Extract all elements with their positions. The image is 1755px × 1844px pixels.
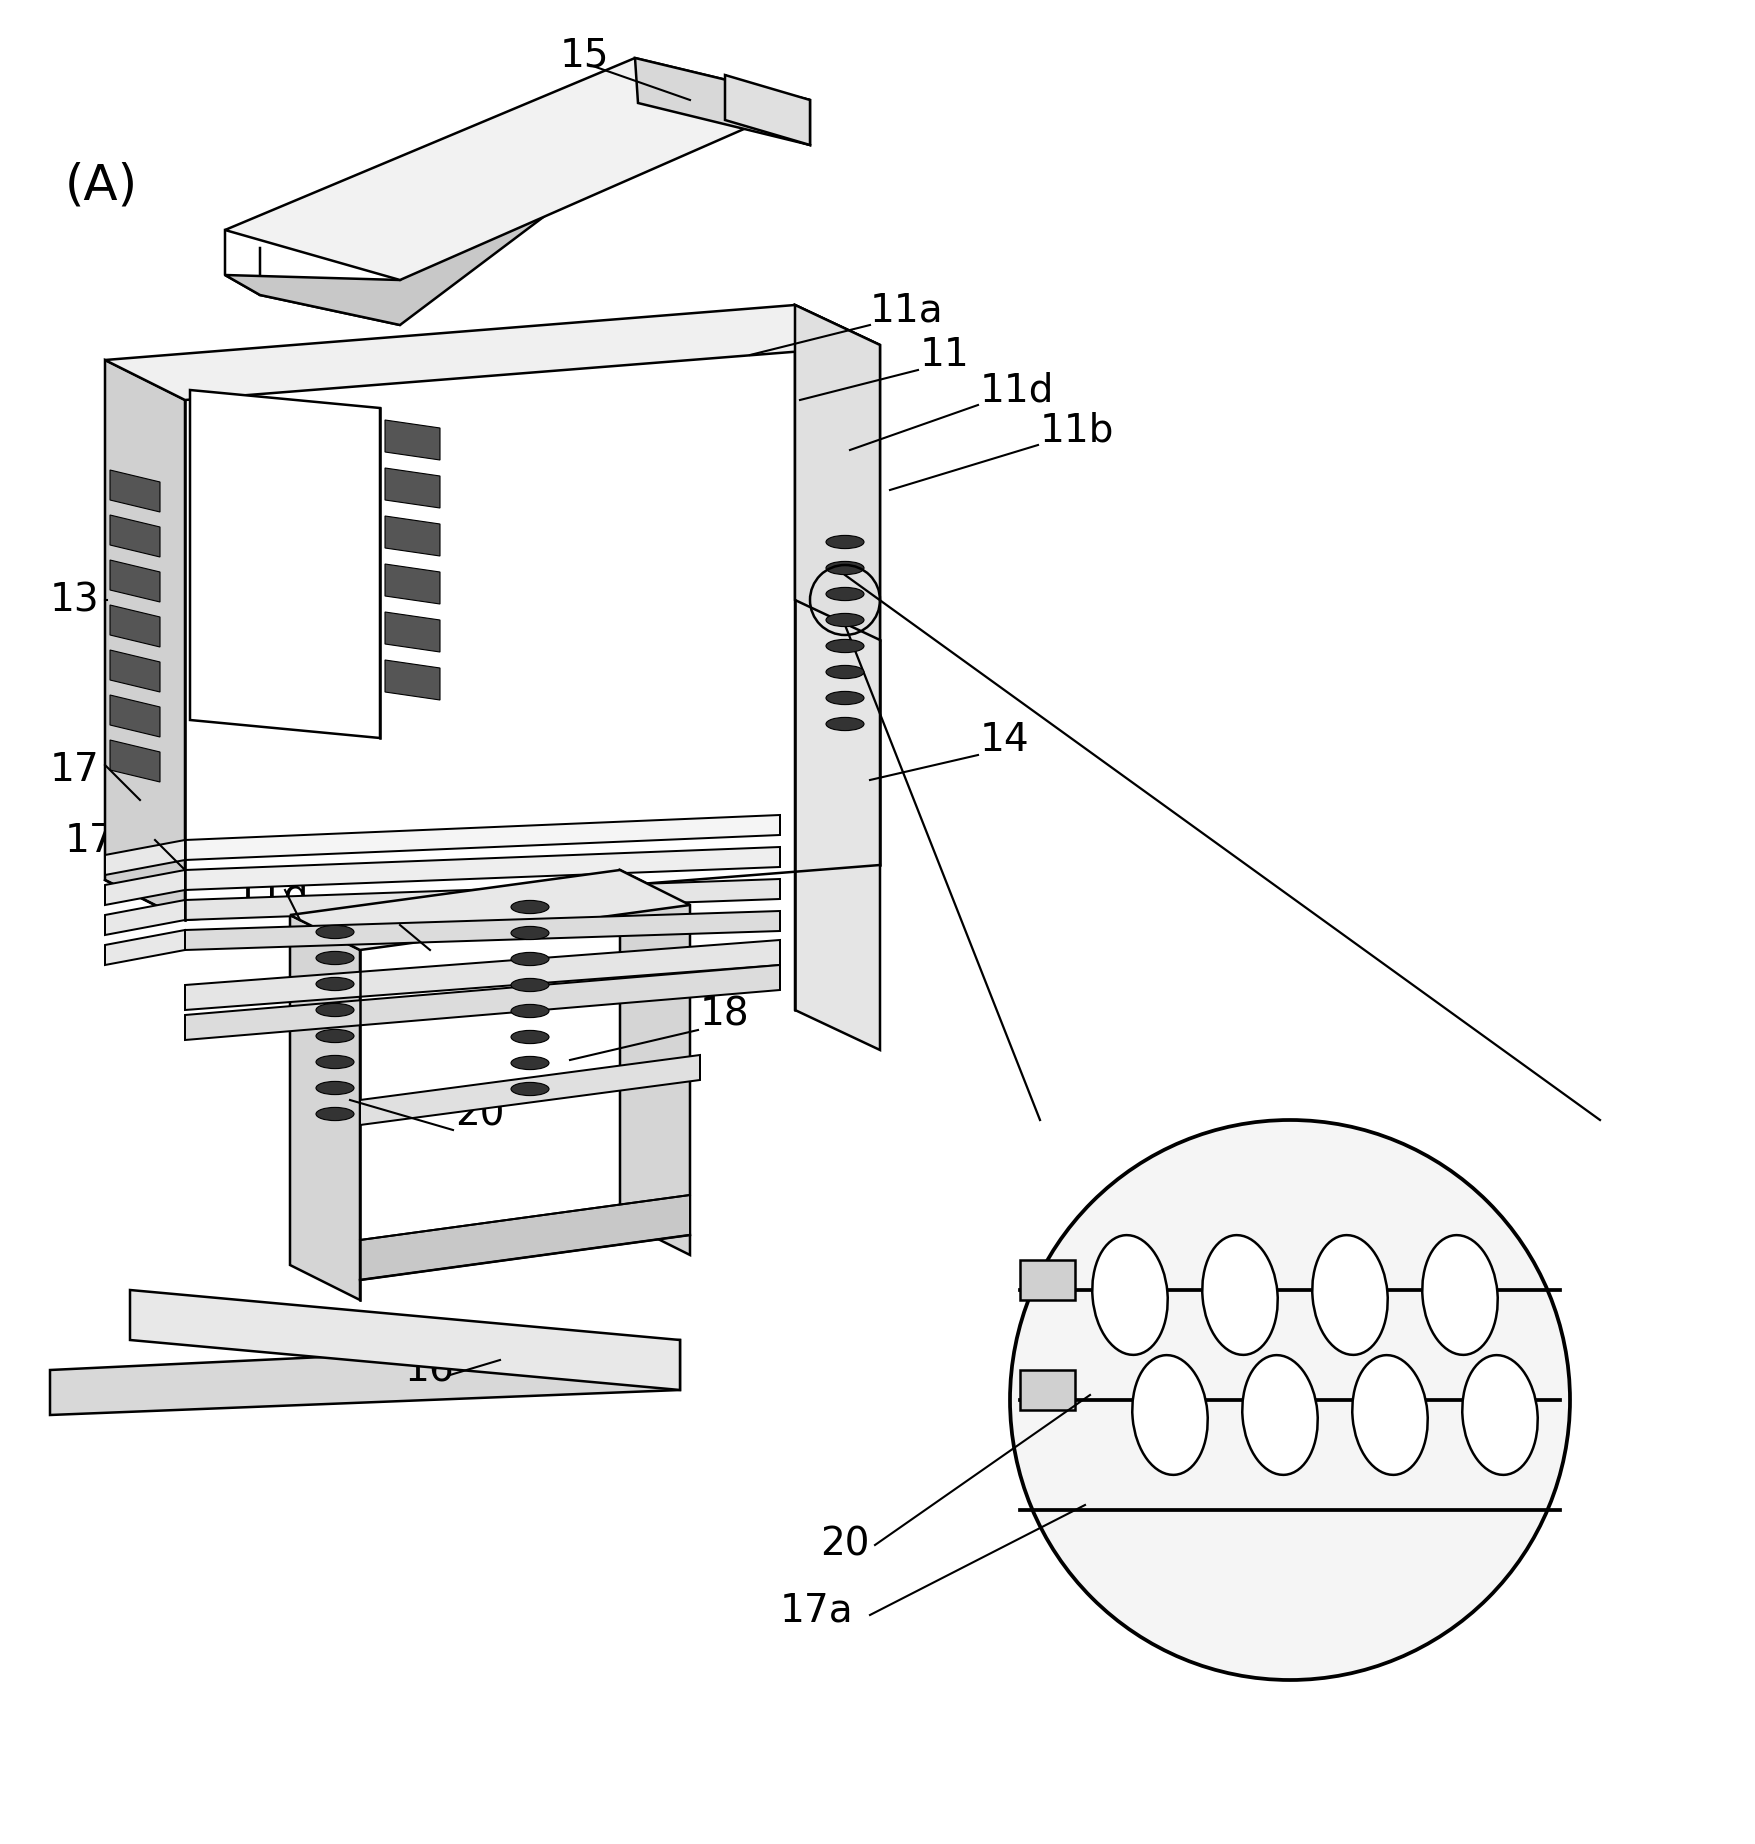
Ellipse shape xyxy=(511,1057,549,1070)
Polygon shape xyxy=(184,846,779,891)
Ellipse shape xyxy=(511,1005,549,1018)
Polygon shape xyxy=(384,468,441,507)
Text: (A): (A) xyxy=(65,160,139,208)
Ellipse shape xyxy=(511,1031,549,1044)
Polygon shape xyxy=(795,304,879,640)
Text: 20: 20 xyxy=(820,1527,869,1564)
Ellipse shape xyxy=(316,1003,355,1016)
Ellipse shape xyxy=(825,535,863,550)
Polygon shape xyxy=(105,870,184,905)
Polygon shape xyxy=(49,1341,679,1414)
Polygon shape xyxy=(620,870,690,1256)
Polygon shape xyxy=(360,1195,690,1280)
Text: 16: 16 xyxy=(405,1352,455,1389)
Ellipse shape xyxy=(825,717,863,730)
Polygon shape xyxy=(111,739,160,782)
Ellipse shape xyxy=(825,561,863,575)
Polygon shape xyxy=(725,76,809,146)
Ellipse shape xyxy=(511,900,549,913)
Polygon shape xyxy=(290,915,360,1300)
Ellipse shape xyxy=(825,666,863,679)
Circle shape xyxy=(1009,1119,1569,1680)
Polygon shape xyxy=(225,103,637,325)
Text: (B): (B) xyxy=(1030,1457,1102,1505)
Ellipse shape xyxy=(825,614,863,627)
Ellipse shape xyxy=(316,1108,355,1121)
Polygon shape xyxy=(384,564,441,605)
Text: 13: 13 xyxy=(49,581,100,620)
Polygon shape xyxy=(384,660,441,701)
Polygon shape xyxy=(384,612,441,653)
Text: 11c: 11c xyxy=(330,911,400,950)
Polygon shape xyxy=(184,964,779,1040)
Polygon shape xyxy=(105,841,184,876)
Polygon shape xyxy=(130,1291,679,1390)
Ellipse shape xyxy=(316,1029,355,1042)
Text: 11d: 11d xyxy=(235,876,309,915)
Ellipse shape xyxy=(511,1082,549,1095)
Text: 11: 11 xyxy=(920,336,969,374)
Polygon shape xyxy=(635,57,809,146)
Polygon shape xyxy=(184,815,779,859)
Text: 14: 14 xyxy=(979,721,1028,760)
Ellipse shape xyxy=(1311,1235,1386,1355)
Ellipse shape xyxy=(316,977,355,990)
Text: 18: 18 xyxy=(700,996,749,1034)
Polygon shape xyxy=(111,561,160,601)
Polygon shape xyxy=(111,514,160,557)
Ellipse shape xyxy=(825,588,863,601)
Ellipse shape xyxy=(316,1055,355,1070)
Polygon shape xyxy=(184,911,779,950)
Polygon shape xyxy=(111,695,160,738)
Polygon shape xyxy=(105,360,184,920)
Text: 15: 15 xyxy=(560,37,609,74)
Polygon shape xyxy=(384,420,441,459)
Polygon shape xyxy=(225,57,809,280)
Text: 11a: 11a xyxy=(869,291,942,328)
Text: 17a: 17a xyxy=(779,1591,853,1628)
Ellipse shape xyxy=(825,640,863,653)
Ellipse shape xyxy=(316,1081,355,1095)
Ellipse shape xyxy=(1351,1355,1427,1475)
Polygon shape xyxy=(795,304,879,1049)
Ellipse shape xyxy=(1422,1235,1497,1355)
Text: 11d: 11d xyxy=(979,371,1053,409)
Polygon shape xyxy=(1020,1370,1074,1411)
Ellipse shape xyxy=(825,692,863,704)
Ellipse shape xyxy=(1241,1355,1316,1475)
Ellipse shape xyxy=(511,926,549,940)
Polygon shape xyxy=(184,880,779,920)
Text: 17: 17 xyxy=(49,751,100,789)
Polygon shape xyxy=(360,1055,700,1125)
Ellipse shape xyxy=(316,926,355,939)
Ellipse shape xyxy=(1132,1355,1207,1475)
Text: 17a: 17a xyxy=(65,821,139,859)
Text: 11b: 11b xyxy=(1039,411,1114,448)
Polygon shape xyxy=(190,389,379,738)
Text: 20: 20 xyxy=(455,1095,504,1134)
Polygon shape xyxy=(111,470,160,513)
Polygon shape xyxy=(384,516,441,557)
Polygon shape xyxy=(184,940,779,1011)
Polygon shape xyxy=(1020,1259,1074,1300)
Ellipse shape xyxy=(511,952,549,966)
Ellipse shape xyxy=(1202,1235,1278,1355)
Polygon shape xyxy=(105,929,184,964)
Ellipse shape xyxy=(1462,1355,1537,1475)
Polygon shape xyxy=(111,649,160,692)
Polygon shape xyxy=(111,605,160,647)
Ellipse shape xyxy=(316,952,355,964)
Polygon shape xyxy=(290,870,690,950)
Polygon shape xyxy=(105,304,879,400)
Polygon shape xyxy=(105,900,184,935)
Ellipse shape xyxy=(511,979,549,992)
Ellipse shape xyxy=(1092,1235,1167,1355)
